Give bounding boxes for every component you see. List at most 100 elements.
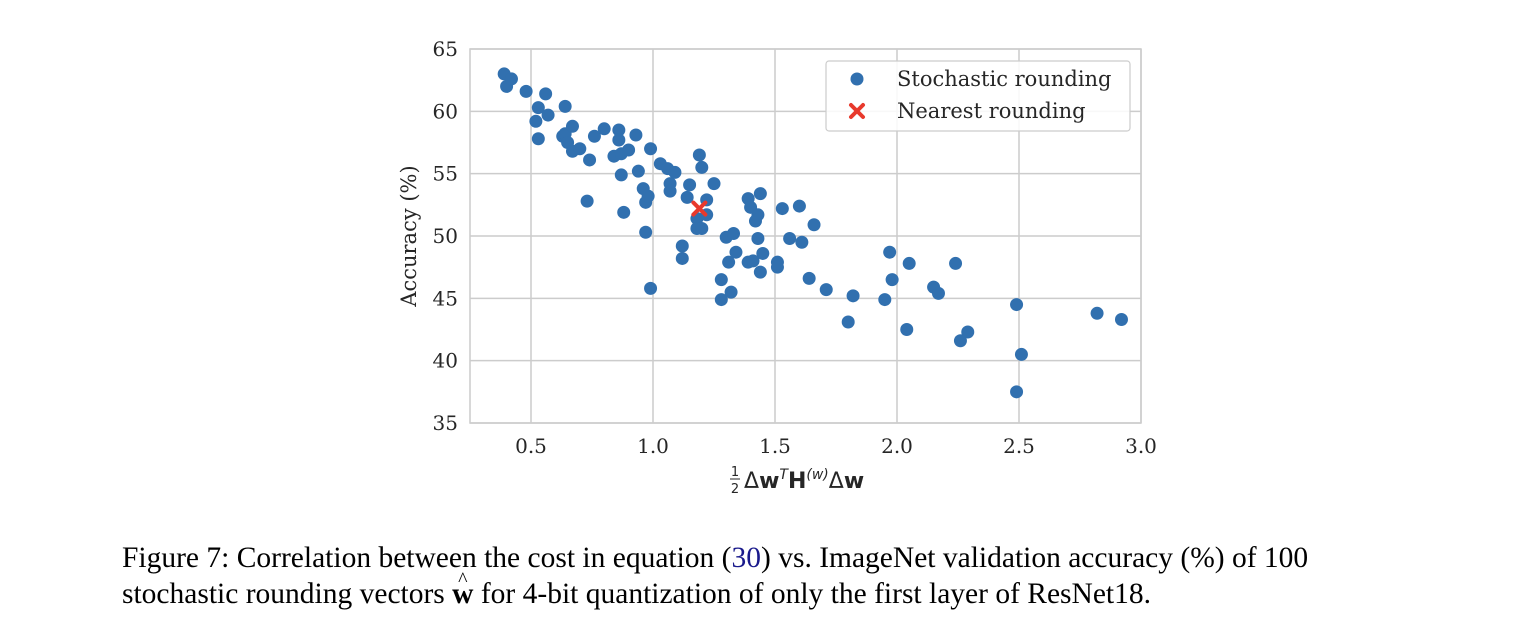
stochastic-rounding-point: [775, 202, 789, 216]
stochastic-rounding-point: [770, 260, 784, 274]
stochastic-rounding-point: [751, 208, 765, 222]
stochastic-rounding-point: [1090, 306, 1104, 320]
caption-line2-end: for 4-bit quantization of only the first…: [473, 578, 1151, 610]
stochastic-rounding-point: [753, 265, 767, 279]
stochastic-rounding-point: [587, 129, 601, 143]
stochastic-rounding-point: [722, 255, 736, 269]
stochastic-rounding-point: [617, 205, 631, 219]
stochastic-rounding-point: [529, 114, 543, 128]
x-axis-label-delta: Δ: [744, 469, 759, 494]
stochastic-rounding-point: [900, 323, 914, 336]
caption-line2-start: stochastic rounding vectors: [122, 578, 453, 610]
x-tick-label: 1.5: [759, 434, 791, 458]
x-axis-label-sup-t: T: [779, 467, 789, 483]
stochastic-rounding-point: [612, 133, 626, 147]
stochastic-rounding-point: [707, 177, 721, 191]
stochastic-rounding-point: [756, 246, 770, 260]
stochastic-rounding-point: [695, 160, 709, 174]
stochastic-rounding-point: [949, 256, 963, 270]
stochastic-rounding-point: [631, 164, 645, 178]
stochastic-rounding-point: [583, 153, 597, 167]
stochastic-rounding-point: [1114, 313, 1128, 327]
x-axis-label: 1 2 ΔwTH(w)Δw: [730, 465, 864, 497]
legend-box: [825, 60, 1131, 132]
x-tick-labels: 0.5 1.0 1.5 2.0 2.5 3.0: [515, 434, 1157, 458]
caption-prefix: Figure 7: Correlation between the cost i…: [122, 542, 732, 574]
stochastic-rounding-point: [724, 285, 738, 299]
stochastic-rounding-point: [580, 194, 594, 208]
stochastic-rounding-point: [1010, 385, 1024, 399]
stochastic-rounding-point: [802, 271, 816, 285]
hat-accent: ^: [458, 569, 468, 591]
stochastic-rounding-point: [622, 143, 636, 157]
y-tick-label: 45: [433, 286, 458, 310]
figure-caption: Figure 7: Correlation between the cost i…: [122, 540, 1482, 612]
stochastic-rounding-point: [683, 178, 697, 192]
stochastic-rounding-point: [639, 225, 653, 239]
x-axis-label-delta-2: Δ: [829, 469, 844, 494]
stochastic-rounding-point: [753, 187, 767, 201]
stochastic-rounding-point: [541, 108, 555, 122]
x-axis-label-w: w: [759, 469, 779, 494]
stochastic-rounding-point: [558, 99, 572, 113]
stochastic-rounding-point: [680, 190, 694, 204]
stochastic-rounding-point: [729, 245, 743, 259]
stochastic-rounding-point: [841, 315, 855, 329]
stochastic-rounding-point: [885, 273, 899, 287]
equation-reference-link[interactable]: 30: [731, 542, 762, 574]
svg-text:ΔwTH(w)Δw: ΔwTH(w)Δw: [744, 467, 864, 494]
x-tick-label: 2.5: [1003, 434, 1035, 458]
stochastic-rounding-point: [953, 334, 967, 348]
stochastic-rounding-point: [961, 325, 975, 339]
stochastic-rounding-point: [795, 235, 809, 249]
legend-marker-nearest: [849, 103, 865, 119]
y-tick-label: 60: [433, 99, 458, 123]
x-axis-label-fraction-denominator: 2: [731, 482, 739, 497]
nearest-rounding-point: [691, 200, 708, 217]
stochastic-rounding-point: [675, 251, 689, 265]
stochastic-rounding-point: [565, 119, 579, 133]
stochastic-rounding-point: [663, 184, 677, 198]
stochastic-rounding-point: [641, 189, 655, 203]
stochastic-rounding-point: [531, 132, 545, 146]
caption-mid: ) vs. ImageNet validation accuracy (%) o…: [761, 542, 1309, 574]
data-points: [497, 67, 1128, 399]
stochastic-rounding-point: [714, 273, 728, 287]
legend-label-nearest: Nearest rounding: [897, 99, 1086, 123]
stochastic-rounding-point: [695, 222, 709, 236]
stochastic-rounding-point: [614, 168, 628, 182]
stochastic-rounding-point: [883, 245, 897, 259]
stochastic-rounding-point: [746, 254, 760, 268]
stochastic-rounding-point: [504, 72, 518, 86]
stochastic-rounding-point: [519, 84, 533, 98]
stochastic-rounding-point: [783, 231, 797, 245]
x-axis-label-h: H: [788, 469, 806, 494]
stochastic-rounding-point: [819, 283, 833, 297]
stochastic-rounding-point: [531, 101, 545, 115]
x-tick-label: 1.0: [637, 434, 669, 458]
y-tick-label: 35: [433, 411, 458, 435]
stochastic-rounding-point: [878, 293, 892, 307]
legend-label-stochastic: Stochastic rounding: [897, 67, 1112, 91]
stochastic-rounding-point: [902, 256, 916, 270]
stochastic-rounding-point: [573, 142, 587, 156]
stochastic-rounding-point: [539, 87, 553, 101]
y-tick-label: 55: [433, 162, 458, 186]
w-vector: w: [452, 578, 474, 610]
x-tick-label: 0.5: [515, 434, 547, 458]
stochastic-rounding-point: [846, 289, 860, 303]
stochastic-rounding-point: [692, 148, 706, 162]
x-tick-label: 3.0: [1125, 434, 1157, 458]
y-tick-label: 65: [433, 37, 458, 61]
stochastic-rounding-point: [807, 218, 821, 232]
stochastic-rounding-point: [751, 231, 765, 245]
y-tick-labels: 35 40 45 50 55 60 65: [433, 37, 458, 435]
stochastic-rounding-point: [727, 227, 741, 241]
stochastic-rounding-point: [612, 123, 626, 137]
stochastic-rounding-point: [675, 239, 689, 253]
stochastic-rounding-point: [644, 281, 658, 295]
y-tick-label: 40: [433, 349, 458, 373]
stochastic-rounding-point: [629, 128, 643, 142]
x-tick-label: 2.0: [881, 434, 913, 458]
